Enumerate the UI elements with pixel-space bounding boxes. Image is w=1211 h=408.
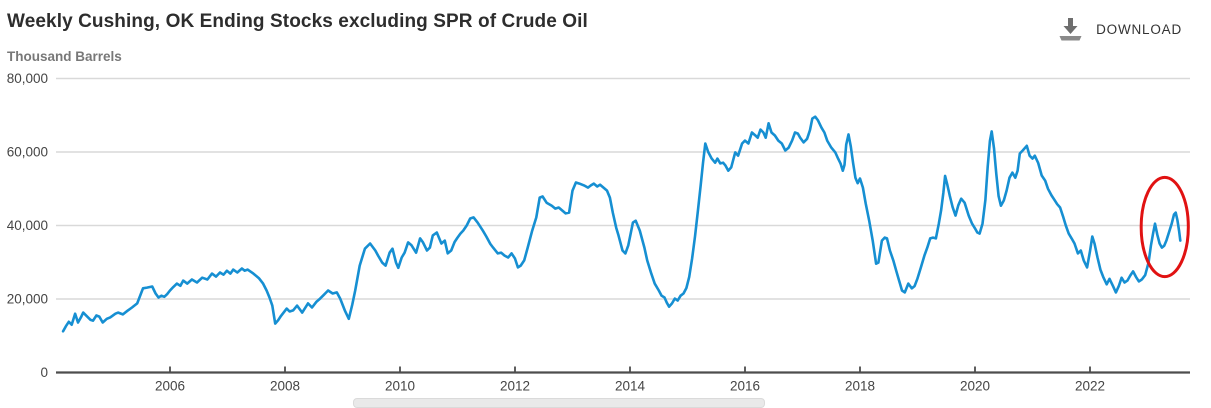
- y-axis-label: 0: [40, 365, 48, 380]
- x-axis-label: 2022: [1075, 379, 1105, 394]
- y-axis-label: 40,000: [7, 218, 48, 233]
- page-title: Weekly Cushing, OK Ending Stocks excludi…: [7, 11, 588, 32]
- annotation-ellipse: [1139, 175, 1190, 279]
- download-icon: [1059, 18, 1082, 41]
- y-axis-label: 60,000: [7, 145, 48, 160]
- x-axis-label: 2018: [845, 379, 875, 394]
- units-label: Thousand Barrels: [7, 49, 122, 64]
- data-line: [61, 115, 1182, 333]
- horizontal-scrollbar-thumb[interactable]: [353, 398, 765, 408]
- x-axis-label: 2012: [500, 379, 530, 394]
- x-axis-label: 2020: [960, 379, 990, 394]
- x-axis-label: 2014: [615, 379, 646, 394]
- x-axis-label: 2006: [155, 379, 185, 394]
- x-axis-label: 2016: [730, 379, 760, 394]
- download-button[interactable]: DOWNLOAD: [1056, 14, 1184, 45]
- y-axis-label: 80,000: [7, 71, 48, 86]
- x-axis-label: 2010: [385, 379, 415, 394]
- download-label: DOWNLOAD: [1096, 22, 1182, 37]
- x-axis-label: 2008: [270, 379, 300, 394]
- y-axis-label: 20,000: [7, 292, 48, 307]
